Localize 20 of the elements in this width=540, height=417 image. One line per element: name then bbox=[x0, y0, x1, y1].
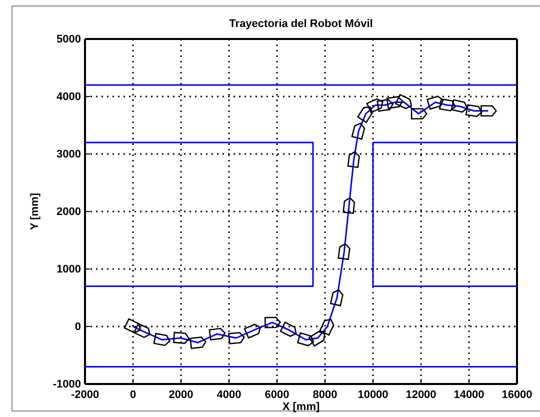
x-tick-label: 2000 bbox=[168, 388, 194, 401]
y-axis-title: Y [mm] bbox=[29, 192, 41, 230]
chart-title: Trayectoria del Robot Móvil bbox=[229, 18, 373, 30]
y-tick-label: -1000 bbox=[52, 378, 81, 391]
x-tick-label: 0 bbox=[130, 388, 136, 401]
x-tick-label: 4000 bbox=[216, 388, 242, 401]
x-tick-label: 14000 bbox=[454, 388, 484, 401]
y-tick-label: 0 bbox=[74, 321, 81, 334]
x-axis-title: X [mm] bbox=[282, 401, 320, 413]
x-tick-label: 12000 bbox=[406, 388, 436, 401]
y-tick-label: 1000 bbox=[56, 264, 81, 276]
y-tick-label: 2000 bbox=[56, 206, 81, 218]
x-tick-label: 8000 bbox=[312, 388, 338, 401]
x-tick-label: -2000 bbox=[70, 388, 100, 401]
y-tick-label: 5000 bbox=[56, 34, 81, 46]
y-tick-label: 4000 bbox=[56, 91, 81, 104]
x-tick-label: 6000 bbox=[264, 388, 290, 401]
x-tick-label: 16000 bbox=[502, 388, 532, 401]
y-tick-label: 3000 bbox=[56, 148, 81, 161]
x-tick-label: 10000 bbox=[358, 388, 388, 401]
